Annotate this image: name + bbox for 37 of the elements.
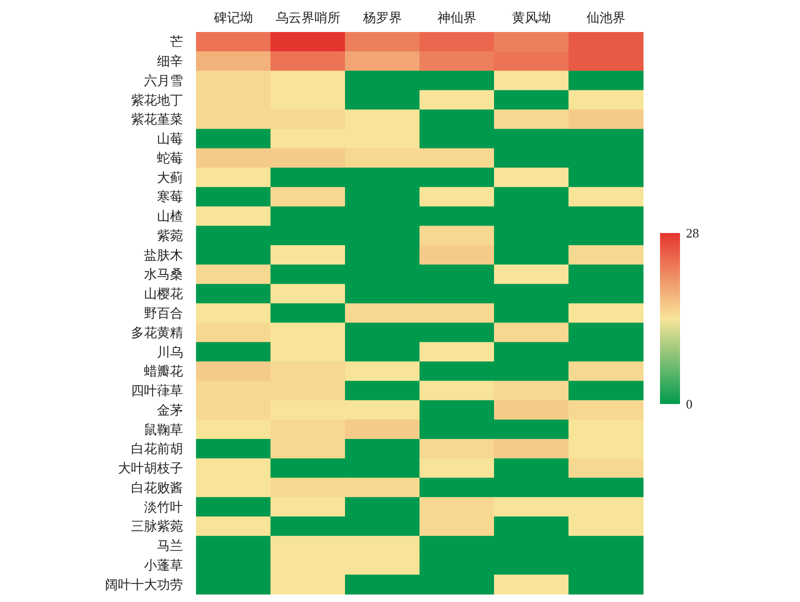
y-tick-label: 白花败酱	[131, 480, 183, 495]
y-tick-label: 多花黄精	[131, 324, 183, 340]
y-tick-label: 紫花堇菜	[131, 112, 183, 127]
x-tick-label: 杨罗界	[362, 10, 402, 25]
y-tick-label: 阔叶十大功劳	[105, 576, 183, 592]
x-tick-label: 神仙界	[437, 10, 476, 25]
x-tick-label: 乌云界哨所	[275, 10, 340, 25]
y-tick-label: 大蓟	[157, 170, 183, 185]
y-tick-label: 蜡瓣花	[144, 364, 183, 379]
y-tick-label: 山楂	[157, 208, 183, 224]
color-bar-label: 28	[686, 226, 699, 240]
y-tick-label: 鼠鞠草	[144, 422, 183, 437]
y-tick-label: 川乌	[157, 344, 183, 360]
y-tick-label: 紫菀	[157, 228, 183, 243]
x-tick-label: 仙池界	[586, 10, 626, 25]
y-tick-label: 紫花地丁	[131, 92, 183, 108]
y-tick-label: 寒莓	[157, 189, 183, 204]
y-tick-label: 细辛	[157, 54, 183, 69]
y-tick-label: 野百合	[144, 306, 183, 320]
y-tick-label: 水马桑	[144, 266, 183, 282]
y-tick-label: 四叶葎草	[131, 383, 183, 398]
y-tick-label: 蛇莓	[157, 150, 183, 166]
x-tick-label: 碑记坳	[212, 10, 253, 25]
y-tick-label: 小蓬草	[144, 557, 183, 572]
y-tick-label: 金茅	[157, 402, 183, 418]
y-tick-label: 芒	[170, 34, 183, 50]
y-tick-label: 山樱花	[144, 286, 183, 302]
y-tick-label: 盐肤木	[144, 247, 183, 262]
y-tick-label: 六月雪	[144, 72, 183, 88]
y-tick-label: 马兰	[157, 538, 183, 554]
y-tick-label: 大叶胡枝子	[118, 460, 183, 476]
y-tick-label: 山莓	[157, 131, 183, 146]
y-tick-label: 白花前胡	[131, 441, 183, 456]
color-bar-label: 0	[686, 396, 692, 412]
y-tick-label: 三脉紫菀	[131, 518, 183, 534]
x-tick-label: 黄风坳	[512, 10, 551, 25]
y-tick-label: 淡竹叶	[144, 499, 183, 514]
